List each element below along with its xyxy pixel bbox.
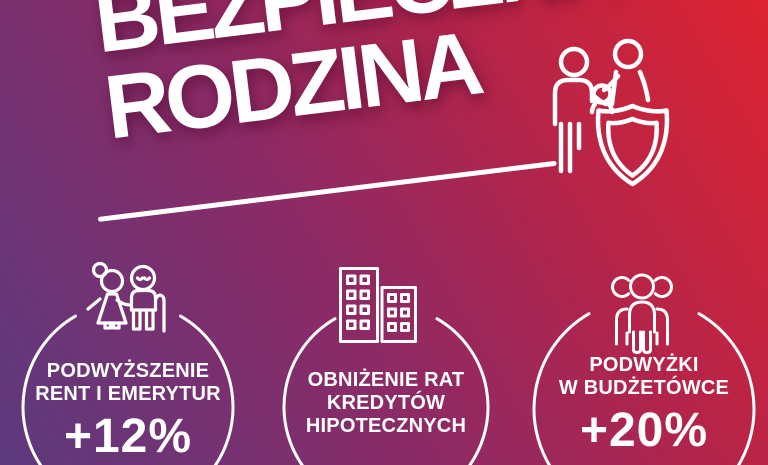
circle-outline-public-sector [532,312,756,465]
stat-label: HIPOTECZNYCH [305,415,467,437]
family-shield-icon [552,38,670,187]
stat-label: PODWYŻKI [589,354,699,376]
stat-label: PODWYŻSZENIE [46,360,210,382]
stat-label: KREDYTÓW [326,392,446,414]
stat-card-public-sector: PODWYŻKI W BUDŻETÓWCE +20% [534,354,754,456]
circle-outline-pensions [21,314,235,465]
stat-card-pensions: PODWYŻSZENIE RENT I EMERYTUR +12% [18,360,238,462]
people-group-icon [611,273,673,354]
stat-value: +12% [63,410,193,463]
circle-outline-mortgage [282,317,490,465]
stat-value: +20% [579,404,709,457]
elderly-couple-icon [86,261,166,333]
stat-label: RENT I EMERYTUR [35,383,221,405]
buildings-icon [339,267,417,343]
stat-card-mortgage: OBNIŻENIE RAT KREDYTÓW HIPOTECZNYCH [276,369,496,438]
stat-label: OBNIŻENIE RAT [307,369,465,391]
stat-label: W BUDŻETÓWCE [558,377,730,399]
